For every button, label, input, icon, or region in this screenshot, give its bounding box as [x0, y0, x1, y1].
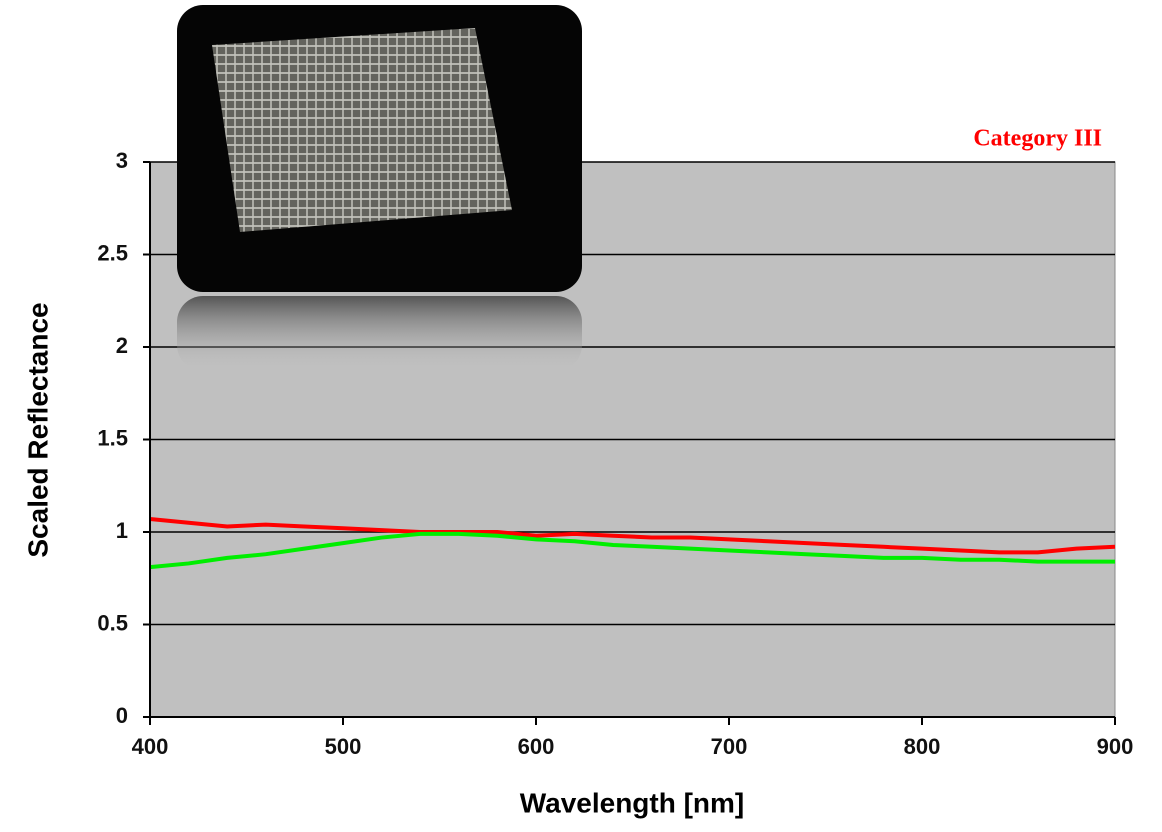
y-tick-label: 2.5	[97, 240, 128, 265]
annotation: Category III	[973, 126, 1102, 152]
y-tick-label: 3	[116, 148, 128, 173]
x-tick-label: 500	[325, 734, 362, 759]
y-tick-label: 1	[116, 518, 128, 543]
x-tick-label: 800	[904, 734, 941, 759]
y-tick-label: 1.5	[97, 425, 128, 450]
mesh-sample	[212, 28, 512, 232]
y-tick-label: 2	[116, 333, 128, 358]
x-tick-label: 400	[132, 734, 169, 759]
x-axis-label: Wavelength [nm]	[520, 787, 745, 818]
y-axis-label: Scaled Reflectance	[22, 302, 53, 557]
x-tick-label: 600	[518, 734, 555, 759]
photo-inset	[177, 5, 582, 371]
series-line	[149, 517, 1116, 555]
y-tick-label: 0.5	[97, 610, 128, 635]
x-tick-label: 700	[711, 734, 748, 759]
series-line	[149, 531, 1115, 570]
y-tick-label: 0	[116, 703, 128, 728]
photo-reflection	[177, 296, 582, 371]
x-tick-label: 900	[1097, 734, 1134, 759]
